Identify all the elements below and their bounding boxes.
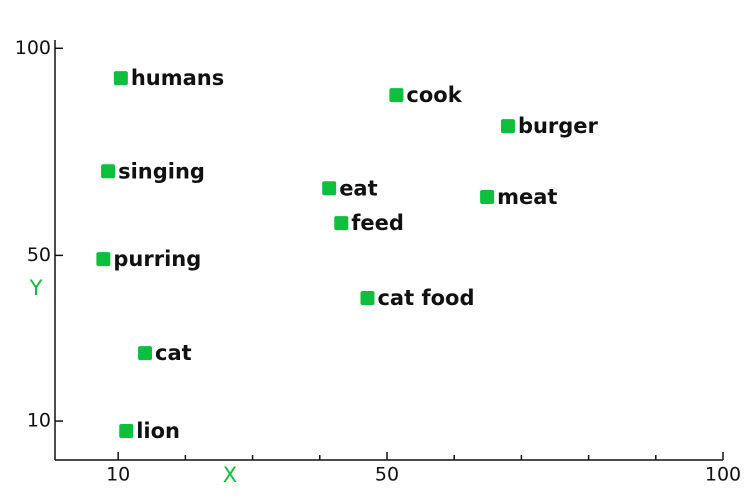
point-label: singing <box>118 159 205 183</box>
point-label: meat <box>497 185 557 209</box>
point-label: cook <box>406 83 462 107</box>
point-label: cat <box>155 341 192 365</box>
point <box>138 346 153 361</box>
point <box>322 181 337 196</box>
point <box>113 71 128 86</box>
point-label: humans <box>131 66 224 90</box>
x-tick-label: 50 <box>375 464 399 486</box>
point <box>334 216 349 231</box>
x-axis-label: X <box>223 463 237 487</box>
point-label: eat <box>339 176 377 200</box>
y-axis-label: Y <box>29 276 43 300</box>
point <box>96 252 111 267</box>
x-tick-label: 10 <box>106 464 130 486</box>
y-tick-label: 50 <box>27 244 51 266</box>
point <box>500 119 515 134</box>
y-tick-label: 100 <box>15 37 51 59</box>
y-tick-label: 10 <box>27 410 51 432</box>
point-label: lion <box>136 419 180 443</box>
point-label: feed <box>351 211 404 235</box>
point-label: cat food <box>377 286 474 310</box>
point-label: purring <box>113 247 201 271</box>
point <box>480 189 495 204</box>
point <box>360 291 375 306</box>
point <box>119 424 134 439</box>
point-label: burger <box>518 114 599 138</box>
point <box>101 164 116 179</box>
x-tick-label: 100 <box>705 464 741 486</box>
point <box>389 88 404 103</box>
